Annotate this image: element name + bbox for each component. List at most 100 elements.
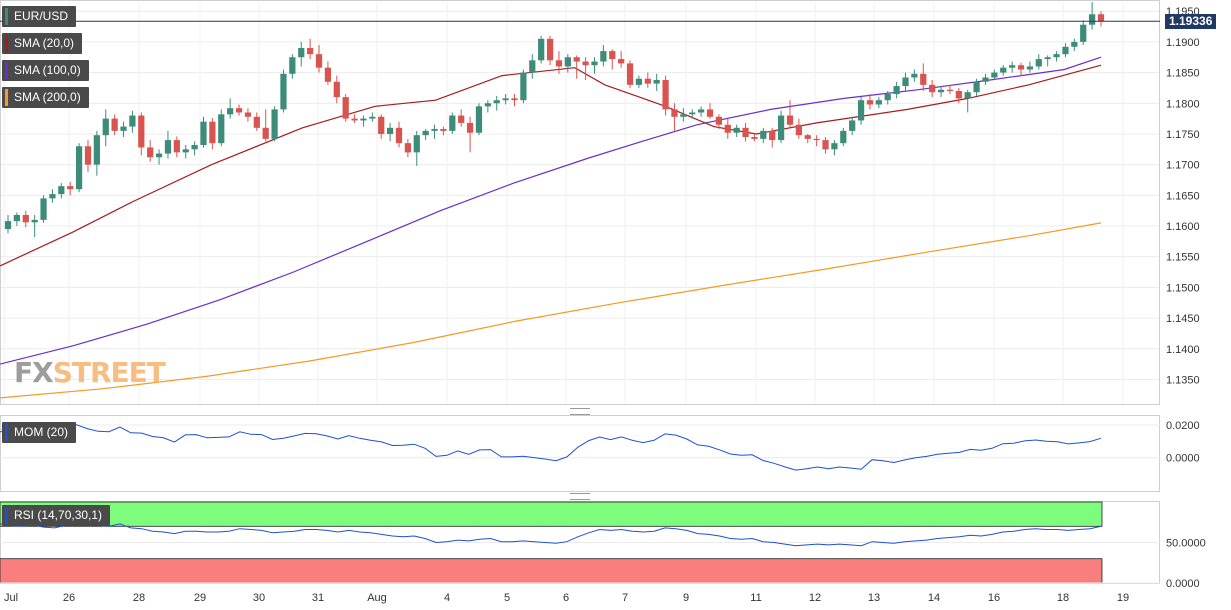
- price-tick-label: 1.1400: [1166, 344, 1200, 356]
- rsi-path: [0, 521, 1102, 547]
- candle-body: [849, 120, 856, 131]
- sma100-swatch: [5, 62, 8, 79]
- candle-body: [635, 78, 643, 85]
- candle-body: [1053, 54, 1060, 58]
- candle-body: [262, 127, 269, 139]
- candle-body: [671, 109, 678, 117]
- candle-body: [182, 149, 189, 153]
- mom-tick-label: 0.0200: [1166, 420, 1200, 432]
- price-tick-label: 1.1850: [1166, 68, 1200, 80]
- candle-body: [511, 98, 518, 101]
- candle-body: [173, 140, 180, 153]
- candle-body: [342, 97, 349, 119]
- candle-body: [84, 146, 92, 165]
- rsi-panel-resize-handle[interactable]: [570, 493, 590, 500]
- candle-body: [769, 130, 776, 141]
- date-tick-label: 26: [63, 592, 75, 604]
- candle-body: [351, 118, 358, 121]
- candle-body: [777, 115, 785, 141]
- candle-body: [475, 106, 483, 133]
- candle-body: [1017, 65, 1025, 70]
- candle-body: [31, 219, 38, 223]
- date-tick-label: 19: [1117, 592, 1129, 604]
- candle-body: [466, 122, 474, 133]
- candle-body: [618, 59, 625, 64]
- candle-body: [920, 73, 927, 85]
- sma20-swatch: [5, 35, 8, 52]
- price-tick-label: 1.1450: [1166, 313, 1200, 325]
- rsi-tick-label: 50.0000: [1166, 538, 1206, 550]
- candle-body: [422, 130, 429, 136]
- candle-body: [724, 124, 731, 133]
- candle-body: [786, 115, 794, 125]
- rsi-overbought-band: [0, 501, 1103, 527]
- date-tick-label: 4: [444, 592, 450, 604]
- price-axis: 1.19501.19001.18501.18001.17501.17001.16…: [1166, 6, 1200, 386]
- mom-panel-border: [0, 415, 1160, 492]
- date-tick-label: 28: [133, 592, 145, 604]
- candle-body: [502, 98, 509, 101]
- candle-body: [1000, 67, 1007, 73]
- candle-body: [4, 221, 12, 230]
- candle-body: [1097, 14, 1105, 22]
- price-panel-border: [0, 0, 1160, 405]
- date-tick-label: Jul: [4, 592, 18, 604]
- candle-body: [742, 127, 749, 138]
- candle-body: [440, 129, 447, 131]
- candle-body: [973, 81, 980, 93]
- legend-rsi[interactable]: RSI (14,70,30,1): [2, 505, 111, 526]
- mom-axis: 0.0200 0.0000: [1166, 420, 1200, 465]
- date-tick-label: 7: [622, 592, 628, 604]
- mom-tick-label: 0.0000: [1166, 453, 1200, 465]
- price-tick-label: 1.1900: [1166, 37, 1200, 49]
- candle-body: [227, 108, 234, 115]
- date-tick-label: Aug: [367, 592, 387, 604]
- candle-body: [680, 114, 687, 117]
- candle-body: [751, 137, 758, 139]
- candle-body: [600, 51, 607, 62]
- candle-body: [324, 67, 332, 82]
- date-tick-label: 12: [809, 592, 821, 604]
- rsi-bands: [0, 501, 1103, 584]
- candle-body: [529, 60, 536, 73]
- legend-sma100[interactable]: SMA (100,0): [2, 60, 89, 81]
- candle-body: [911, 73, 918, 78]
- candle-body: [857, 100, 865, 121]
- legend-mom[interactable]: MOM (20): [2, 422, 76, 443]
- candle-body: [307, 48, 314, 55]
- candle-body: [520, 72, 527, 101]
- date-tick-label: 31: [312, 592, 324, 604]
- rsi-tick-label: 0.0000: [1166, 578, 1200, 590]
- candle-body: [1071, 41, 1078, 47]
- candle-body: [271, 109, 278, 139]
- candle-body: [164, 140, 172, 154]
- candle-body: [893, 86, 900, 95]
- candle-body: [360, 118, 367, 121]
- candle-body: [937, 89, 945, 93]
- rsi-grid: [0, 542, 1160, 584]
- price-tick-label: 1.1550: [1166, 252, 1200, 264]
- candle-body: [582, 61, 589, 66]
- price-tick-label: 1.1350: [1166, 374, 1200, 386]
- candle-body: [538, 38, 545, 61]
- candle-body: [1080, 24, 1087, 42]
- legend-sma20[interactable]: SMA (20,0): [2, 33, 83, 54]
- candle-body: [244, 112, 252, 117]
- sma100-line: [0, 56, 1102, 365]
- legend-symbol[interactable]: EUR/USD: [2, 6, 77, 27]
- candle-body: [706, 109, 714, 117]
- last-price-tag: 1.19336: [1165, 13, 1217, 29]
- legend-sma200[interactable]: SMA (200,0): [2, 87, 89, 108]
- candle-body: [866, 100, 874, 105]
- candle-body: [564, 57, 571, 67]
- candle-body: [431, 129, 438, 131]
- candle-body: [67, 186, 74, 190]
- legend-symbol-label: EUR/USD: [14, 9, 69, 23]
- candle-body: [280, 73, 287, 110]
- sma200-swatch: [5, 89, 8, 106]
- candle-body: [644, 78, 651, 84]
- price-grid: [0, 2, 1160, 404]
- candle-body: [58, 186, 65, 195]
- date-tick-label: 16: [988, 592, 1000, 604]
- mom-panel-resize-handle[interactable]: [570, 408, 590, 415]
